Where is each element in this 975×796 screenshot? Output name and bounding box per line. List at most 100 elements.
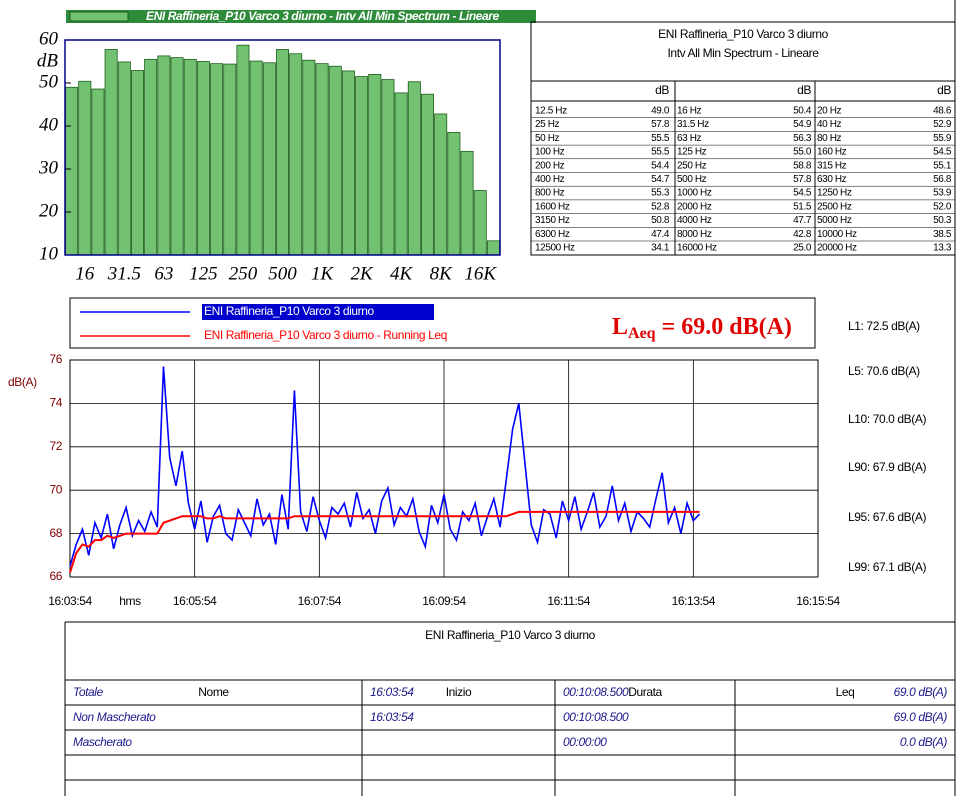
bar (131, 70, 144, 256)
x-tick-label: 8K (430, 263, 454, 284)
band-value: 55.0 (793, 147, 812, 158)
band-label: 800 Hz (535, 188, 565, 199)
band-label: 20 Hz (817, 105, 842, 116)
stat-label: L99: 67.1 dB(A) (848, 560, 926, 574)
x-tick-label: 16:03:54 (48, 594, 92, 608)
unit-header: dB (655, 83, 669, 97)
band-label: 10000 Hz (817, 229, 857, 240)
x-tick-label: 16K (464, 263, 497, 284)
band-value: 52.0 (933, 201, 952, 212)
bar (486, 240, 500, 256)
x-tick-label: 500 (268, 263, 297, 284)
band-value: 54.4 (651, 160, 670, 171)
table-cell: Totale (73, 685, 104, 699)
band-label: 50 Hz (535, 133, 560, 144)
band-value: 56.8 (933, 174, 952, 185)
bar (407, 81, 421, 256)
stat-label: L5: 70.6 dB(A) (848, 364, 920, 378)
bar (249, 60, 263, 256)
stat-label: L10: 70.0 dB(A) (848, 412, 926, 426)
bar (473, 190, 487, 256)
legend-label: ENI Raffineria_P10 Varco 3 diurno - Runn… (204, 328, 447, 342)
bar (183, 58, 197, 256)
band-label: 16 Hz (677, 105, 702, 116)
legend-box (69, 297, 816, 349)
x-axis-label: hms (119, 594, 141, 608)
band-value: 25.0 (793, 242, 812, 253)
band-value: 54.5 (933, 147, 952, 158)
bar (196, 61, 210, 256)
band-value: 54.5 (793, 188, 812, 199)
band-label: 63 Hz (677, 133, 702, 144)
band-label: 400 Hz (535, 174, 565, 185)
column-header: Durata (628, 685, 662, 699)
x-tick-label: 250 (229, 263, 258, 284)
laeq-annotation: LAeq = 69.0 dB(A) (612, 314, 792, 342)
band-value: 52.8 (651, 201, 670, 212)
band-label: 100 Hz (535, 147, 565, 158)
series-line (69, 366, 701, 567)
band-label: 2500 Hz (817, 201, 852, 212)
table-cell: 16:03:54 (370, 710, 414, 724)
bar (117, 61, 131, 256)
bar (78, 80, 92, 256)
table-cell: 00:10:08.500 (563, 685, 629, 699)
band-value: 48.6 (933, 105, 952, 116)
x-tick-label: 1K (311, 263, 335, 284)
summary-title: ENI Raffineria_P10 Varco 3 diurno (425, 628, 596, 642)
bar (236, 44, 250, 256)
x-tick-label: 4K (390, 263, 414, 284)
band-value: 50.3 (933, 215, 952, 226)
x-tick-label: 16 (75, 263, 95, 284)
bar (170, 57, 184, 256)
y-tick-label: 68 (49, 526, 62, 540)
bar (302, 59, 316, 256)
legend-swatch (69, 11, 129, 22)
band-value: 42.8 (793, 229, 812, 240)
band-label: 1600 Hz (535, 201, 570, 212)
band-value: 47.4 (651, 229, 670, 240)
band-value: 38.5 (933, 229, 952, 240)
band-label: 250 Hz (677, 160, 707, 171)
bar (434, 113, 448, 256)
band-label: 6300 Hz (535, 229, 570, 240)
table-cell: 16:03:54 (370, 685, 414, 699)
bar (276, 49, 289, 256)
band-value: 58.8 (793, 160, 812, 171)
bar (447, 132, 461, 256)
table-cell: Mascherato (73, 735, 132, 749)
y-tick-label: 10 (39, 243, 59, 264)
table-cell: 69.0 dB(A) (894, 710, 948, 724)
band-label: 12.5 Hz (535, 105, 567, 116)
bar (104, 49, 118, 256)
y-axis-label: dB(A) (8, 375, 37, 389)
spectrum-table-title: Intv All Min Spectrum - Lineare (667, 46, 819, 60)
series-line (69, 510, 700, 573)
y-tick-label: 20 (39, 200, 59, 221)
band-value: 49.0 (651, 105, 670, 116)
x-tick-label: 16:07:54 (298, 594, 342, 608)
bar (262, 62, 276, 256)
laeq-subscript: Aeq (628, 325, 656, 342)
band-value: 55.5 (651, 133, 670, 144)
bar (289, 53, 303, 256)
y-tick-label: 60 (39, 28, 59, 49)
legend-label: ENI Raffineria_P10 Varco 3 diurno - Intv… (146, 9, 500, 23)
band-value: 55.1 (933, 160, 952, 171)
band-value: 51.5 (793, 201, 812, 212)
x-tick-label: 31.5 (107, 263, 141, 284)
band-value: 50.8 (651, 215, 670, 226)
column-header: Leq (836, 685, 855, 699)
x-tick-label: 2K (350, 263, 374, 284)
x-tick-label: 16:09:54 (422, 594, 466, 608)
band-label: 200 Hz (535, 160, 565, 171)
y-tick-label: 72 (49, 439, 62, 453)
band-label: 20000 Hz (817, 242, 857, 253)
x-tick-label: 16:11:54 (547, 594, 590, 608)
y-tick-label: 70 (49, 482, 62, 496)
band-label: 25 Hz (535, 119, 560, 130)
band-value: 57.8 (793, 174, 812, 185)
band-label: 315 Hz (817, 160, 847, 171)
y-tick-label: 76 (49, 352, 62, 366)
